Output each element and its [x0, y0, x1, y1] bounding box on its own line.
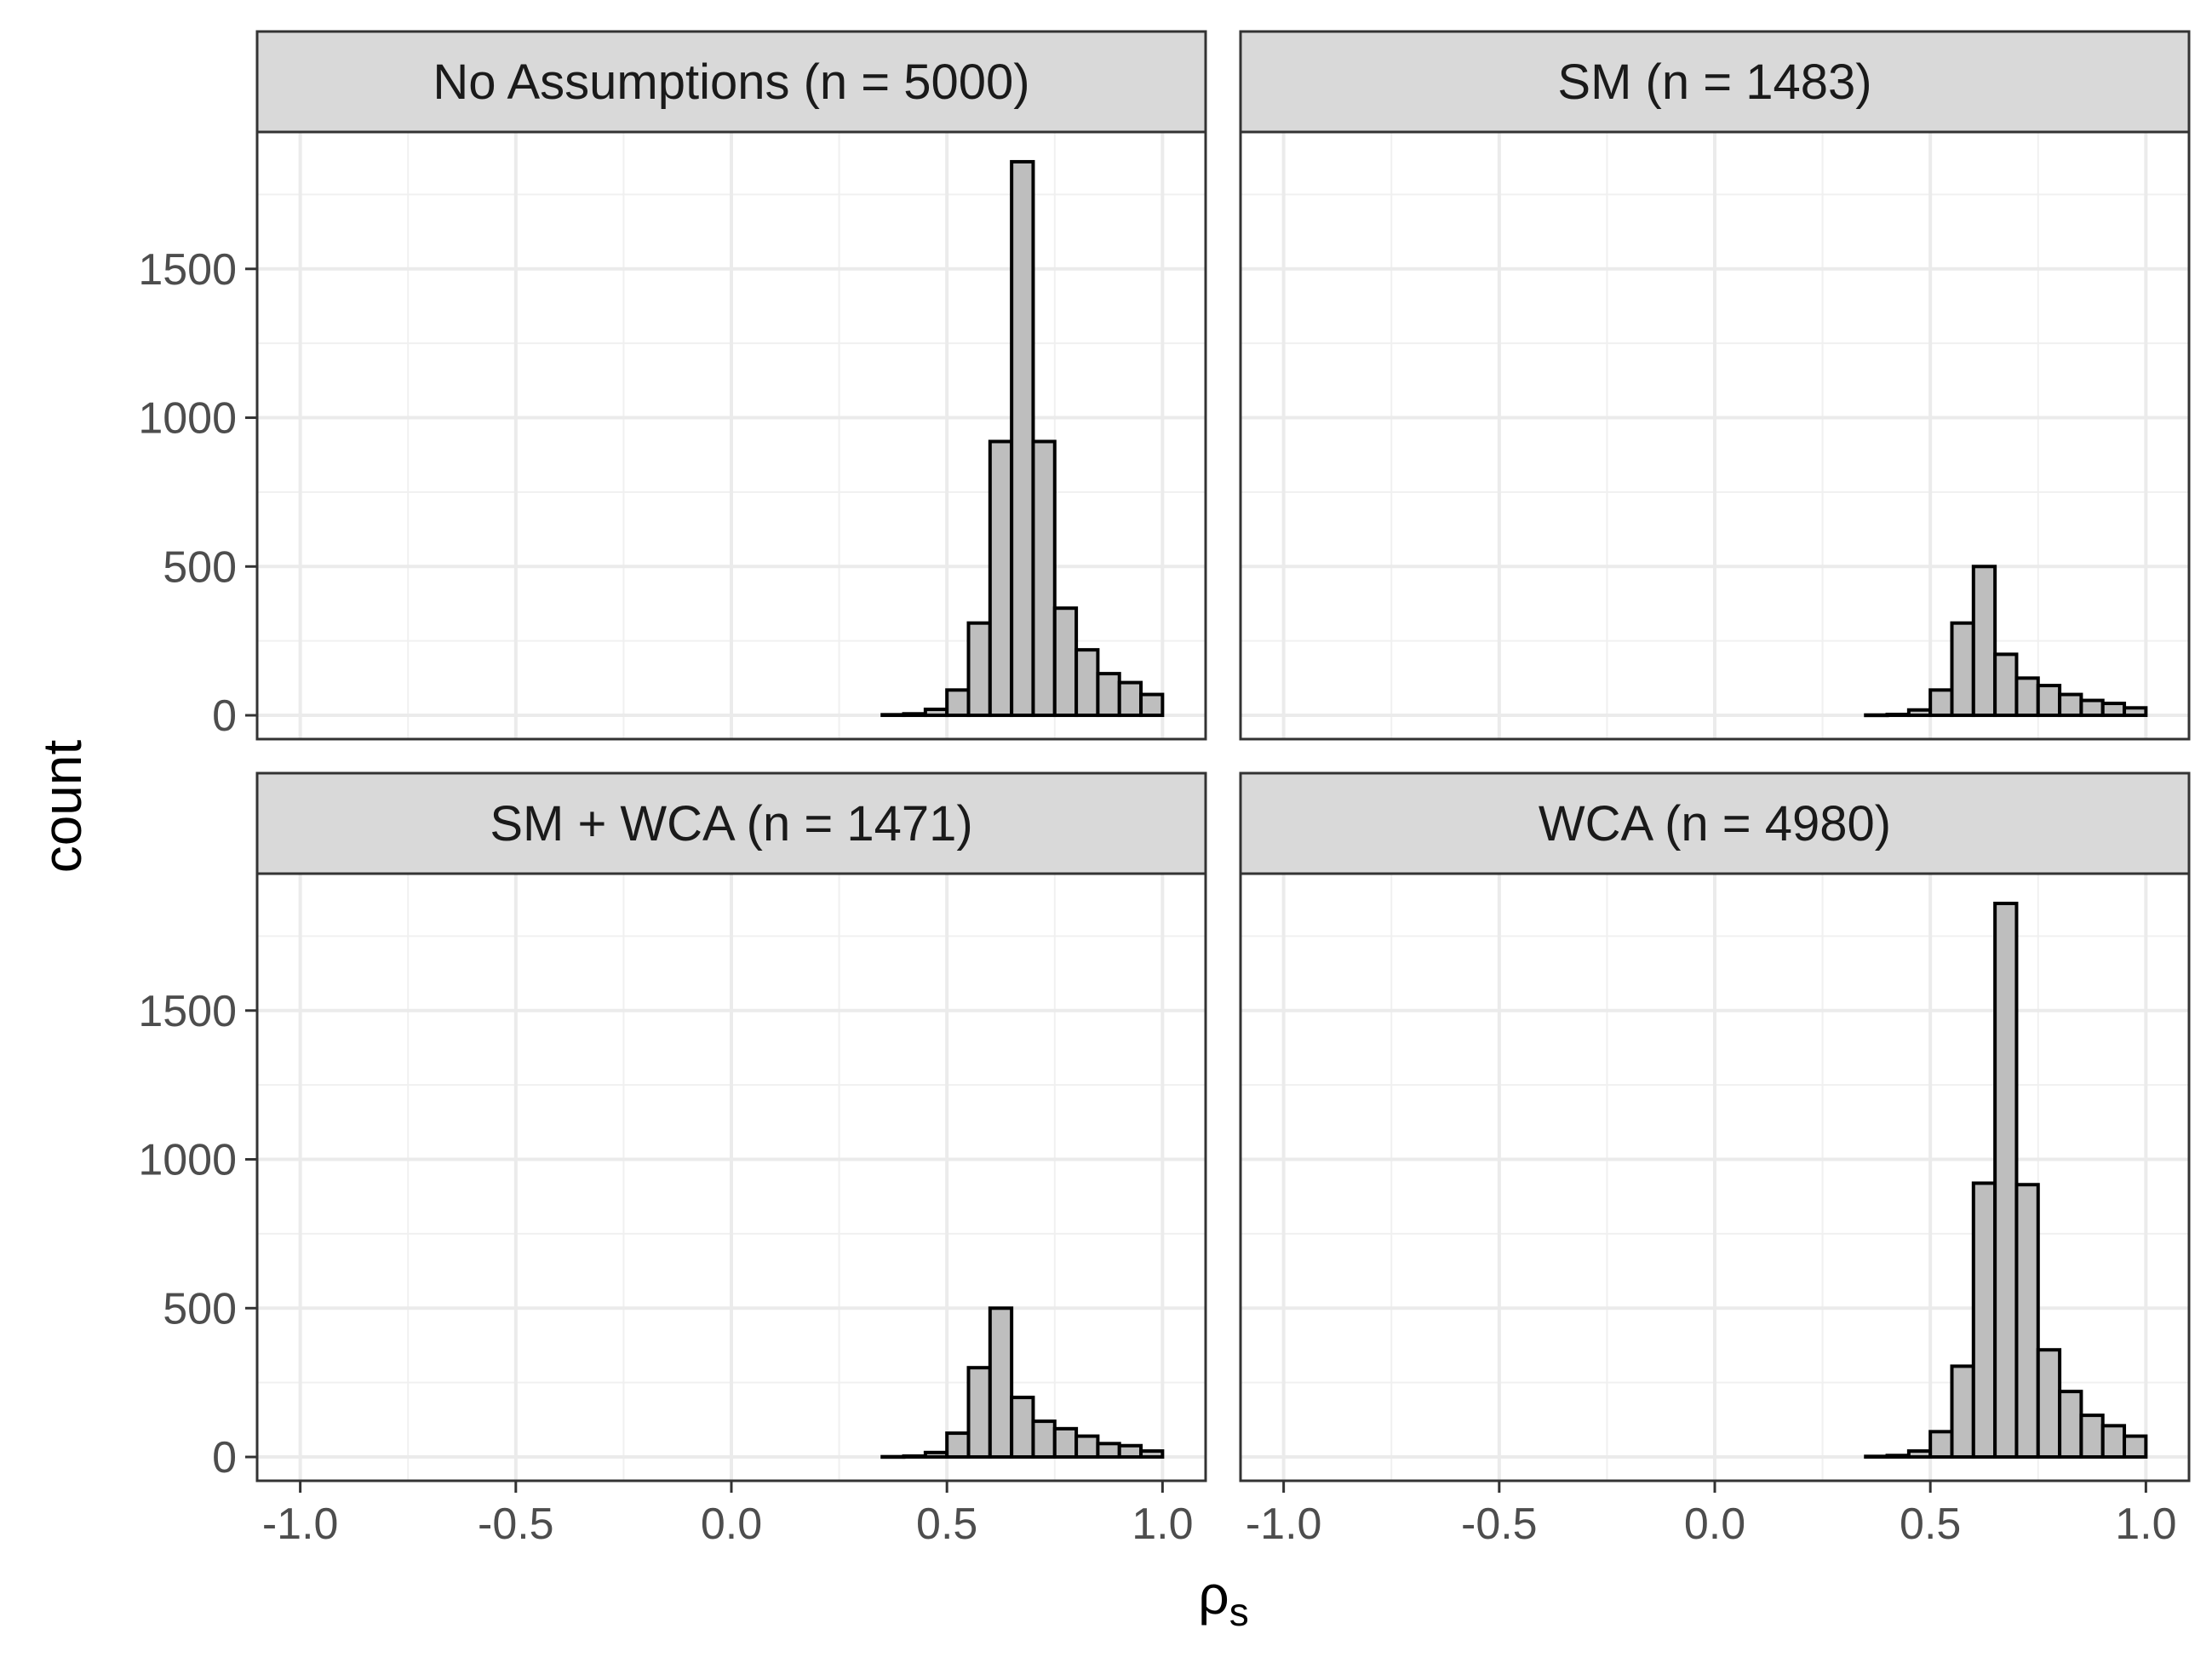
histogram-bar	[1971, 1181, 1997, 1459]
facet-strip-label: No Assumptions (n = 5000)	[433, 54, 1029, 110]
facet-strip-label: SM + WCA (n = 1471)	[490, 796, 972, 852]
facet-strip-label: WCA (n = 4980)	[1539, 796, 1891, 852]
facet-panel-4: WCA (n = 4980) -1.0 -0.5 0.0 0.5 1.0	[1239, 771, 2191, 1549]
y-tick-label: 1500	[138, 987, 237, 1036]
histogram-bar	[966, 621, 992, 718]
histogram-bar	[2123, 706, 2148, 718]
x-axis-title-subscript: s	[1229, 1590, 1249, 1634]
y-tick-label: 1000	[138, 394, 237, 444]
histogram-bar	[2036, 1348, 2062, 1459]
histogram-bar	[1096, 1442, 1121, 1459]
histogram-bar	[923, 708, 949, 718]
y-tick-label: 500	[163, 542, 237, 592]
histogram-bar	[1950, 1364, 1975, 1459]
histogram-bar	[1864, 1454, 1889, 1459]
x-tick-label: 0.0	[701, 1500, 762, 1549]
y-tick-label: 0	[212, 1433, 237, 1482]
histogram-bar	[1031, 439, 1057, 718]
histogram-bar	[1885, 712, 1911, 718]
histogram-bar	[2100, 1424, 2127, 1459]
y-axis-title: count	[32, 740, 93, 874]
x-tick-label: 0.0	[1684, 1500, 1745, 1549]
histogram-bar	[945, 688, 971, 718]
histogram-bar	[1052, 606, 1079, 718]
histogram-bar	[2100, 702, 2127, 718]
x-tick-label: 0.5	[1900, 1500, 1961, 1549]
histogram-bar	[880, 713, 906, 718]
histogram-bar	[945, 1431, 971, 1459]
histogram-bar	[1993, 901, 2019, 1459]
panel-border	[1239, 130, 2191, 741]
x-tick-label: 1.0	[1132, 1500, 1193, 1549]
histogram-bar	[966, 1366, 992, 1459]
histogram-bar	[2058, 692, 2083, 718]
histogram-bar	[1928, 1430, 1954, 1459]
histogram-bar	[1010, 1396, 1035, 1459]
histogram-bar	[1096, 672, 1121, 718]
x-tick-label: -0.5	[478, 1500, 554, 1549]
histogram-bar	[2014, 676, 2040, 718]
histogram-bar	[2123, 1434, 2148, 1459]
x-axis-title: ρs	[1198, 1564, 1248, 1634]
x-tick-label: 0.5	[916, 1500, 977, 1549]
x-axis-title-symbol: ρ	[1198, 1564, 1229, 1626]
histogram-bar	[1117, 1443, 1143, 1459]
facet-strip-label: SM (n = 1483)	[1557, 54, 1871, 110]
histogram-bar	[2079, 698, 2105, 718]
histogram-bar	[1906, 708, 1933, 718]
x-tick-label: -0.5	[1461, 1500, 1538, 1549]
histogram-bar	[902, 712, 927, 718]
histogram-bar	[1928, 688, 1954, 718]
panel-border	[255, 130, 1207, 741]
histogram-bar	[1052, 1426, 1079, 1459]
histogram-bar	[1906, 1449, 1933, 1459]
x-tick-label: -1.0	[262, 1500, 339, 1549]
x-tick-label: -1.0	[1246, 1500, 1322, 1549]
histogram-bar	[1864, 713, 1889, 718]
facet-strip	[255, 771, 1207, 875]
y-tick-label: 0	[212, 691, 237, 741]
histogram-bar	[1010, 159, 1035, 718]
facet-panel-2: SM (n = 1483)	[1239, 30, 2191, 741]
facet-panel-3: SM + WCA (n = 1471) 0 500 1000 1500 -1.0 -0.5 0…	[138, 771, 1207, 1549]
histogram-bar	[1885, 1454, 1911, 1459]
histogram-bar	[2058, 1390, 2083, 1459]
histogram-bar	[1139, 1449, 1165, 1459]
y-tick-label: 500	[163, 1284, 237, 1333]
histogram-bar	[988, 439, 1014, 718]
y-tick-label: 1000	[138, 1136, 237, 1185]
histogram-bar	[1139, 692, 1165, 718]
y-tick-label: 1500	[138, 245, 237, 295]
histogram-bar	[988, 1306, 1014, 1459]
histogram-bar	[923, 1450, 949, 1459]
histogram-bar	[2036, 684, 2062, 718]
histogram-bar	[902, 1454, 927, 1459]
histogram-bar	[1993, 652, 2019, 718]
x-tick-label: 1.0	[2115, 1500, 2176, 1549]
histogram-bar	[1971, 565, 1997, 718]
histogram-bar	[1074, 648, 1100, 718]
histogram-bar	[1950, 621, 1975, 718]
histogram-bar	[2014, 1183, 2040, 1459]
histogram-bar	[1117, 680, 1143, 718]
histogram-bar	[1031, 1419, 1057, 1459]
histogram-bar	[880, 1454, 906, 1459]
facet-panel-1: No Assumptions (n = 5000) 0 500 1000 1500	[138, 30, 1207, 741]
facet-strip	[1239, 30, 2191, 134]
histogram-bar	[2079, 1414, 2105, 1459]
facet-strip	[1239, 771, 2191, 875]
histogram-bar	[1074, 1434, 1100, 1459]
facet-strip	[255, 30, 1207, 134]
